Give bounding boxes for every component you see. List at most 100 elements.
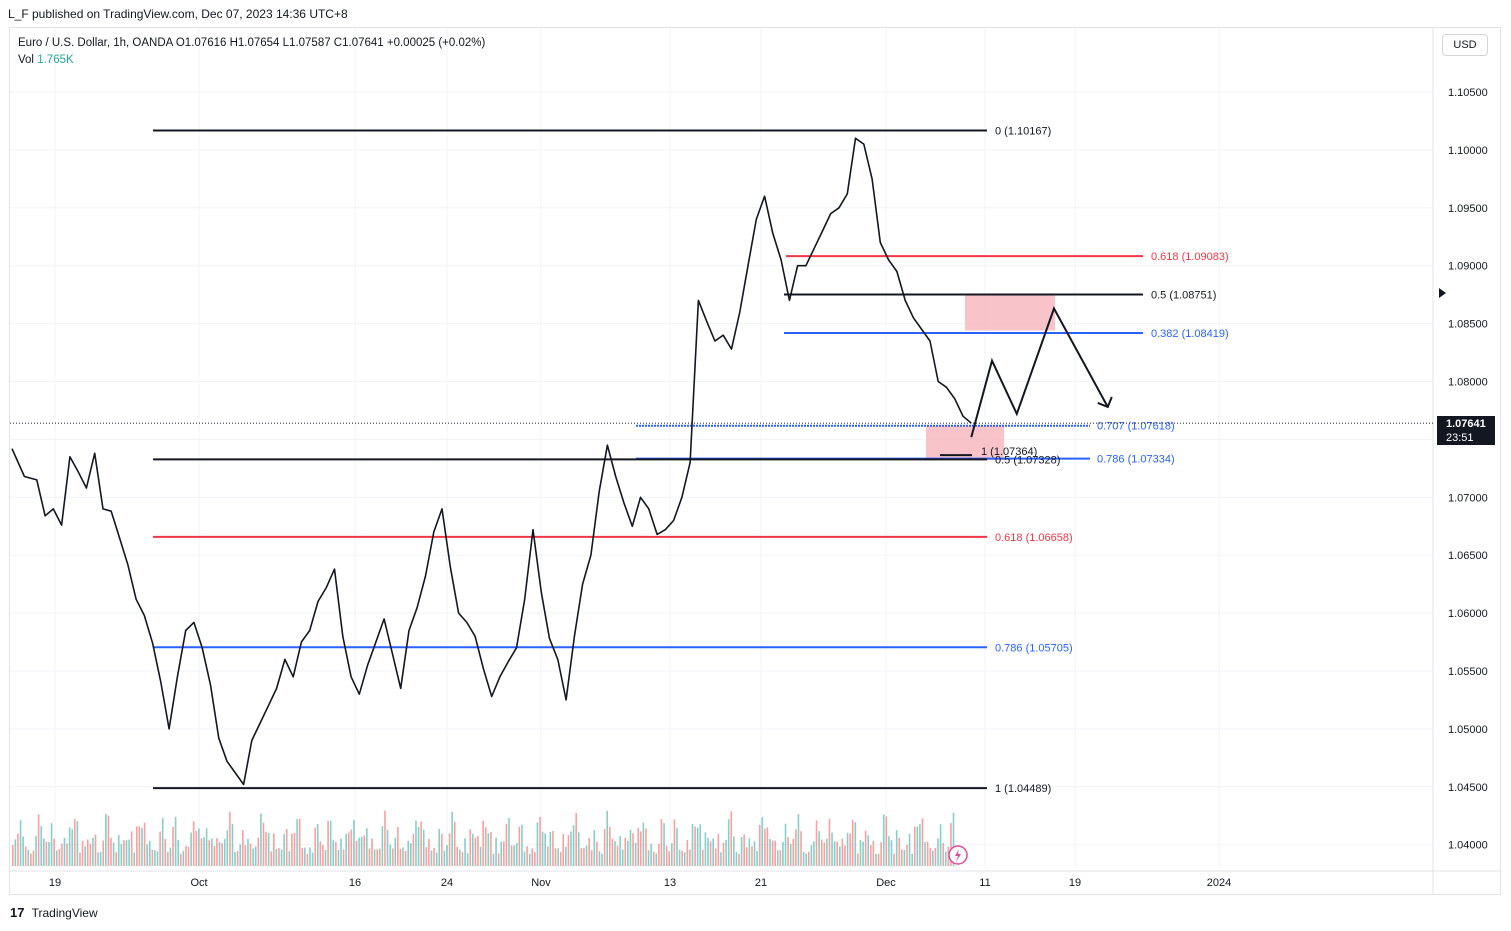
volume-bar [285,829,288,866]
volume-bar [53,838,55,866]
volume-bar [665,845,668,866]
y-tick-label: 1.08000 [1448,377,1488,389]
volume-bar [466,853,469,866]
volume-bar [714,848,717,866]
x-tick-label: 13 [664,877,676,889]
volume-bar [903,849,906,866]
volume-bar [890,840,893,866]
volume-bar [536,822,539,866]
volume-bar [769,838,771,866]
volume-bar [63,837,66,866]
volume-bar [929,847,932,866]
volume-bar [244,845,247,866]
y-tick-label: 1.04000 [1448,840,1488,852]
volume-bar [800,831,802,866]
volume-bar [322,845,324,866]
volume-bar [862,841,864,866]
volume-bar [689,849,691,866]
price-marker-icon [1439,288,1446,298]
volume-bar [844,845,846,866]
volume-bar [200,838,203,866]
volume-bar [275,848,278,866]
x-tick-label: 19 [49,877,61,889]
volume-bar [621,849,624,866]
volume-bar [748,838,751,866]
volume-bar [329,820,332,866]
volume-bar [815,820,818,866]
fib-level-label: 0.618 (1.09083) [1151,251,1229,263]
volume-bar [311,852,314,866]
volume-bar [766,827,769,866]
y-tick-label: 1.09000 [1448,261,1488,273]
fib-level-label: 0.5 (1.07328) [995,454,1060,466]
volume-bar [503,841,505,866]
volume-bar [133,852,136,866]
lightning-icon [955,849,961,862]
chart-frame[interactable] [9,27,1501,895]
volume-bar [797,814,800,866]
fib-level-label: 0.786 (1.07334) [1097,454,1175,466]
volume-bar [386,829,389,866]
y-tick-label: 1.05500 [1448,666,1488,678]
volume-bar [143,822,146,866]
volume-bar [195,830,198,866]
volume-bar [353,820,355,866]
volume-bar [425,847,428,866]
volume-bar [43,838,45,866]
volume-bar [262,822,265,866]
volume-bar [663,823,665,866]
volume-bar [97,852,99,866]
volume-value: 1.765K [37,54,74,66]
volume-bar [901,849,903,866]
volume-bar [304,847,306,866]
tradingview-footer[interactable]: 17 TradingView [10,905,98,920]
volume-bar [810,845,813,866]
volume-bar [751,846,753,866]
volume-bar [22,836,24,866]
volume-bar [397,826,399,866]
volume-bar [81,840,84,866]
volume-bar [611,838,614,866]
x-tick-label: Nov [531,877,551,889]
volume-bar [412,833,415,866]
fib-level-label: 0.618 (1.06658) [995,532,1073,544]
volume-bar [743,834,745,866]
volume-bar [474,837,477,866]
volume-bar [187,846,190,866]
volume-bar [709,841,712,866]
volume-bar [745,847,748,866]
volume-bar [528,853,531,866]
volume-bar [391,848,394,866]
bar-countdown: 23:51 [1446,432,1474,444]
x-tick-label: Dec [876,877,896,889]
volume-bar [477,835,479,866]
volume-bar [177,840,179,866]
volume-bar [159,831,161,866]
volume-bar [74,818,76,866]
volume-bar [48,842,50,866]
volume-bar [306,853,309,866]
volume-bar [921,818,924,866]
volume-bar [924,842,926,866]
volume-bar [443,850,446,866]
volume-bar [947,846,950,866]
y-tick-label: 1.04500 [1448,782,1488,794]
publisher-text: L_F published on TradingView.com, Dec 07… [8,7,348,21]
volume-bar [12,845,14,866]
volume-bar [223,838,226,866]
volume-bar [381,826,384,866]
volume-bar [482,820,484,866]
volume-bar [278,848,280,866]
volume-bar [895,830,898,866]
volume-bar [782,842,784,866]
volume-bar [606,810,609,866]
volume-bar [500,841,503,866]
volume-bar [249,843,252,866]
volume-bar [32,850,35,866]
volume-bar [130,831,133,866]
volume-bar [676,827,678,866]
currency-button[interactable]: USD [1442,34,1488,56]
volume-bar [546,846,549,866]
volume-bar [138,826,141,866]
